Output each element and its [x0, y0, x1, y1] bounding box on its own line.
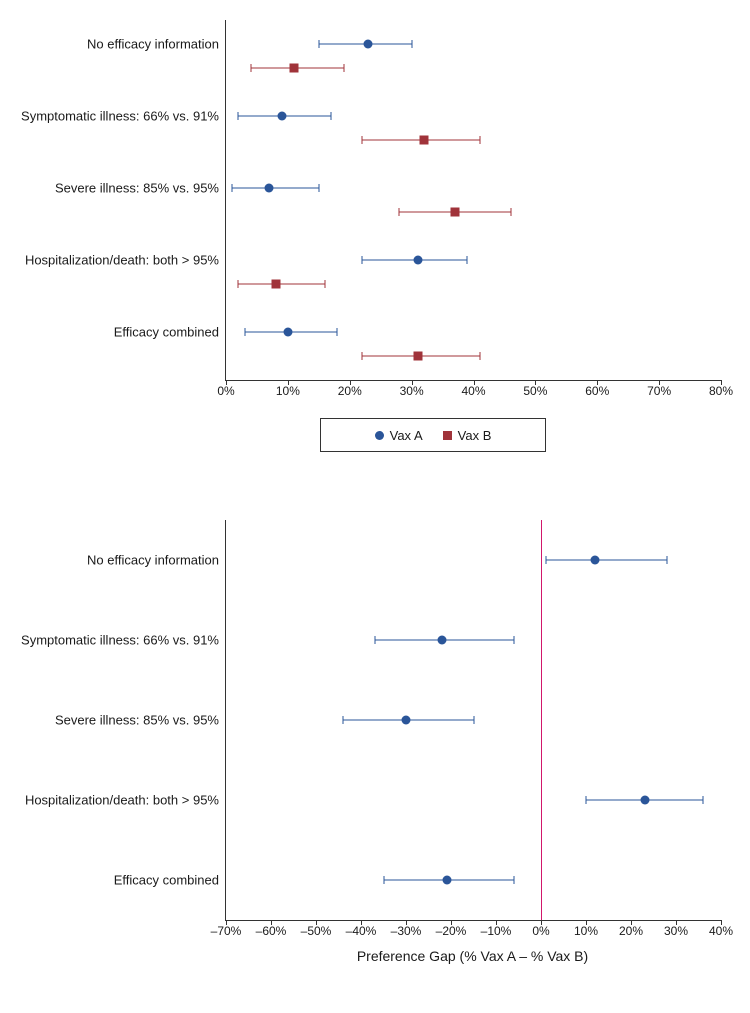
ci-cap [411, 40, 412, 48]
x-tick-label: 50% [523, 384, 547, 398]
ci-cap [244, 328, 245, 336]
x-axis-title-b: Preference Gap (% Vax A – % Vax B) [225, 948, 720, 964]
ci-line [546, 560, 668, 561]
ci-cap [362, 136, 363, 144]
ci-cap [331, 112, 332, 120]
y-category-label: Hospitalization/death: both > 95% [25, 793, 219, 808]
plot-area-a: 0%10%20%30%40%50%60%70%80% [225, 20, 721, 381]
marker-square [420, 136, 429, 145]
x-tick-label: –50% [301, 924, 332, 938]
y-category-label: Symptomatic illness: 66% vs. 91% [21, 633, 219, 648]
marker-square [450, 208, 459, 217]
legend-label: Vax B [458, 428, 492, 443]
x-tick-label: –70% [211, 924, 242, 938]
y-category-label: No efficacy information [87, 553, 219, 568]
x-tick-label: –10% [481, 924, 512, 938]
circle-icon [375, 431, 384, 440]
y-category-label: Severe illness: 85% vs. 95% [55, 180, 219, 195]
x-tick-label: 30% [400, 384, 424, 398]
x-tick-label: –40% [346, 924, 377, 938]
ci-cap [362, 256, 363, 264]
ci-cap [318, 184, 319, 192]
marker-circle [283, 327, 292, 336]
ci-cap [343, 716, 344, 724]
marker-square [290, 64, 299, 73]
marker-circle [438, 636, 447, 645]
ci-cap [545, 556, 546, 564]
ci-cap [479, 136, 480, 144]
ci-cap [374, 636, 375, 644]
x-tick-label: 0% [217, 384, 234, 398]
ci-cap [703, 796, 704, 804]
ci-cap [479, 352, 480, 360]
ci-cap [514, 876, 515, 884]
marker-circle [442, 876, 451, 885]
ci-cap [473, 716, 474, 724]
legend-item: Vax A [375, 428, 423, 443]
ci-cap [510, 208, 511, 216]
x-tick-label: 10% [574, 924, 598, 938]
x-tick-label: 40% [461, 384, 485, 398]
ci-cap [667, 556, 668, 564]
ci-cap [250, 64, 251, 72]
ci-cap [467, 256, 468, 264]
marker-square [413, 352, 422, 361]
ci-line [232, 187, 319, 188]
x-tick-label: 20% [619, 924, 643, 938]
x-tick-label: 10% [276, 384, 300, 398]
marker-square [271, 280, 280, 289]
x-tick-label: 60% [585, 384, 609, 398]
x-tick-label: 0% [532, 924, 549, 938]
marker-circle [364, 39, 373, 48]
x-tick-label: 20% [338, 384, 362, 398]
ci-cap [514, 636, 515, 644]
marker-circle [413, 255, 422, 264]
ci-cap [586, 796, 587, 804]
ci-cap [238, 280, 239, 288]
ci-cap [337, 328, 338, 336]
marker-circle [640, 796, 649, 805]
x-tick-label: 30% [664, 924, 688, 938]
x-tick-label: 80% [709, 384, 733, 398]
x-tick-label: 70% [647, 384, 671, 398]
ci-cap [325, 280, 326, 288]
x-tick-label: –60% [256, 924, 287, 938]
ci-line [238, 284, 325, 285]
ci-cap [318, 40, 319, 48]
y-category-label: Efficacy combined [114, 873, 219, 888]
ci-cap [232, 184, 233, 192]
y-category-label: Symptomatic illness: 66% vs. 91% [21, 108, 219, 123]
x-tick-label: 40% [709, 924, 733, 938]
marker-circle [591, 556, 600, 565]
legend-label: Vax A [390, 428, 423, 443]
square-icon [443, 431, 452, 440]
legend-a: Vax A Vax B [320, 418, 546, 452]
ci-cap [238, 112, 239, 120]
marker-circle [265, 183, 274, 192]
ci-cap [399, 208, 400, 216]
ci-cap [343, 64, 344, 72]
plot-area-b: –70%–60%–50%–40%–30%–20%–10%0%10%20%30%4… [225, 520, 721, 921]
marker-circle [402, 716, 411, 725]
y-category-label: Hospitalization/death: both > 95% [25, 252, 219, 267]
marker-circle [277, 111, 286, 120]
x-tick-label: –20% [436, 924, 467, 938]
y-category-label: Efficacy combined [114, 324, 219, 339]
y-category-label: No efficacy information [87, 36, 219, 51]
legend-item: Vax B [443, 428, 492, 443]
x-tick-label: –30% [391, 924, 422, 938]
ci-cap [383, 876, 384, 884]
ci-cap [362, 352, 363, 360]
y-category-label: Severe illness: 85% vs. 95% [55, 713, 219, 728]
reference-line [541, 520, 542, 920]
